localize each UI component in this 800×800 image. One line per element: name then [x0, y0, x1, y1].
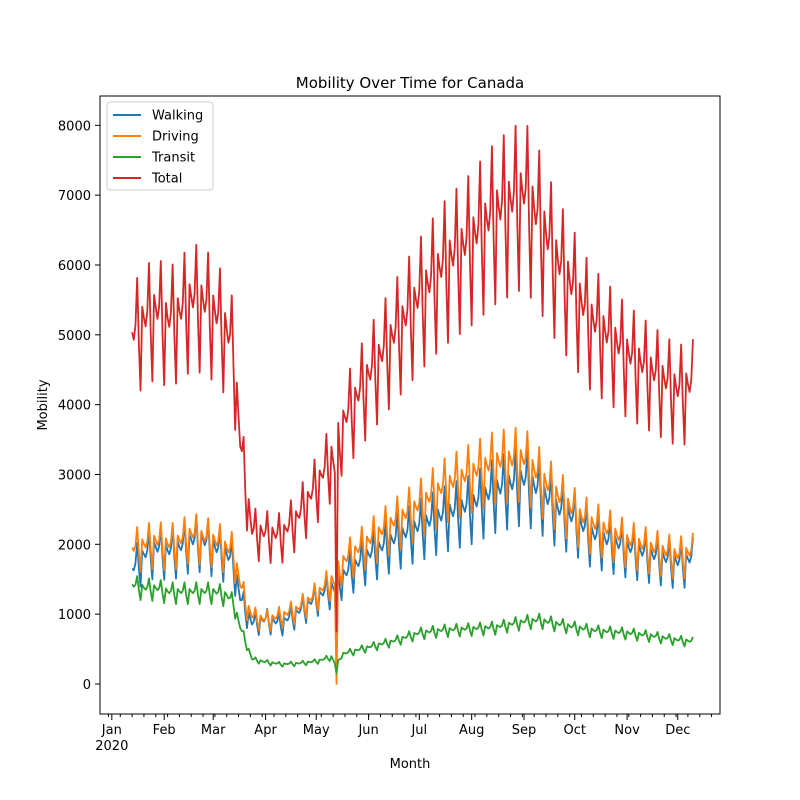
x-tick-label: Nov — [614, 723, 640, 738]
x-tick-label: Sep — [512, 723, 537, 738]
x-axis-label: Month — [390, 757, 431, 772]
y-tick-label: 6000 — [58, 259, 91, 274]
series-layer — [131, 124, 694, 685]
y-tick-label: 0 — [83, 678, 91, 693]
legend-entry-total: Total — [151, 172, 182, 187]
x-tick-label: Aug — [459, 723, 484, 738]
legend-entry-driving: Driving — [152, 130, 199, 145]
x-tick-label: Feb — [153, 723, 176, 738]
x-tick-label: Jan 2020 — [95, 723, 128, 754]
legend-box — [106, 101, 214, 191]
legend-entry-walking: Walking — [152, 109, 203, 124]
plot-frame — [99, 95, 721, 715]
chart-title: Mobility Over Time for Canada — [296, 74, 524, 92]
series-line-total — [131, 124, 694, 633]
x-tick-label: Mar — [201, 723, 226, 738]
y-tick-label: 3000 — [58, 468, 91, 483]
axes-layer: 0 1000 2000 3000 4000 5000 6000 7000 8000 Jan 2020… — [58, 119, 713, 754]
x-tick-label: Jun — [357, 723, 378, 738]
y-axis-label: Mobility — [36, 379, 51, 430]
y-tick-label: 5000 — [58, 329, 91, 344]
x-tick-label: May — [303, 723, 330, 738]
series-line-driving — [131, 426, 694, 685]
legend-entry-transit: Transit — [151, 151, 195, 166]
series-line-transit — [131, 575, 694, 675]
x-tick-label: Dec — [665, 723, 690, 738]
y-tick-label: 4000 — [58, 399, 91, 414]
y-tick-label: 2000 — [58, 538, 91, 553]
y-tick-label: 8000 — [58, 119, 91, 134]
legend: Walking Driving Transit Total — [106, 101, 214, 191]
x-tick-label: Apr — [254, 723, 277, 738]
y-tick-label: 7000 — [58, 189, 91, 204]
x-tick-label: Oct — [563, 723, 585, 738]
x-tick-label: Jul — [410, 723, 427, 738]
y-tick-label: 1000 — [58, 608, 91, 623]
plot-area — [100, 96, 720, 714]
